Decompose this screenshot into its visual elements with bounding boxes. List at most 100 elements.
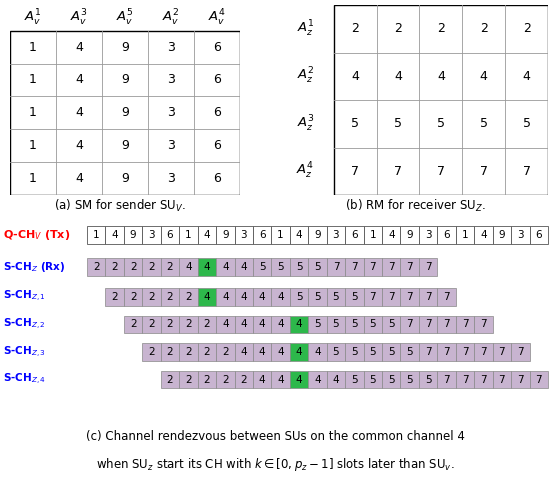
Text: 5: 5 [314, 292, 321, 302]
Text: when SU$_z$ start its CH with $k \in [0, p_z - 1]$ slots later than SU$_v$.: when SU$_z$ start its CH with $k \in [0,… [96, 456, 454, 473]
Bar [234, 343, 253, 361]
Text: 9: 9 [130, 230, 136, 240]
Bar [364, 288, 382, 306]
Bar [179, 226, 197, 244]
Bar [364, 258, 382, 276]
Text: 2: 2 [148, 319, 155, 329]
Text: $A_v^4$: $A_v^4$ [208, 8, 226, 28]
Text: 4: 4 [296, 375, 303, 384]
Bar [327, 343, 345, 361]
Text: 5: 5 [333, 292, 339, 302]
Text: 9: 9 [121, 41, 129, 54]
Bar [364, 226, 382, 244]
Text: 7: 7 [351, 165, 359, 178]
Text: 4: 4 [437, 70, 445, 83]
Text: 2: 2 [148, 347, 155, 357]
Text: 2: 2 [351, 22, 359, 35]
Bar [474, 226, 493, 244]
Bar [345, 288, 364, 306]
Text: 4: 4 [185, 262, 192, 272]
Text: 4: 4 [222, 262, 229, 272]
Bar [419, 288, 437, 306]
Bar [419, 258, 437, 276]
Text: 4: 4 [240, 347, 247, 357]
Bar [106, 288, 124, 306]
Text: S-CH$_{Z,4}$: S-CH$_{Z,4}$ [3, 372, 46, 387]
Text: 3: 3 [148, 230, 155, 240]
Text: 7: 7 [370, 292, 376, 302]
Text: 6: 6 [213, 139, 221, 152]
Text: 5: 5 [333, 347, 339, 357]
Bar [197, 288, 216, 306]
Bar [271, 288, 290, 306]
Text: 9: 9 [121, 172, 129, 185]
Text: 3: 3 [240, 230, 247, 240]
Text: $A_v^2$: $A_v^2$ [162, 8, 180, 28]
Bar [253, 258, 271, 276]
Text: 4: 4 [351, 70, 359, 83]
Bar [216, 288, 234, 306]
Text: 4: 4 [259, 319, 266, 329]
Bar [216, 343, 234, 361]
Bar [400, 288, 419, 306]
Text: 4: 4 [314, 375, 321, 384]
Bar [456, 316, 474, 333]
Text: 7: 7 [425, 262, 431, 272]
Text: 5: 5 [522, 117, 531, 130]
Text: 4: 4 [259, 347, 266, 357]
Text: 5: 5 [480, 117, 488, 130]
Bar [327, 258, 345, 276]
Text: 2: 2 [222, 347, 229, 357]
Text: 1: 1 [29, 74, 37, 86]
Text: 2: 2 [480, 22, 488, 35]
Bar [142, 316, 161, 333]
Text: 7: 7 [499, 347, 505, 357]
Text: 9: 9 [314, 230, 321, 240]
Text: 6: 6 [351, 230, 358, 240]
Text: $A_z^3$: $A_z^3$ [296, 114, 314, 134]
Text: 5: 5 [437, 117, 445, 130]
Bar [530, 226, 548, 244]
Text: 5: 5 [406, 375, 413, 384]
Bar [382, 371, 400, 388]
Text: 4: 4 [277, 292, 284, 302]
Text: 6: 6 [213, 41, 221, 54]
Text: 2: 2 [130, 262, 136, 272]
Bar [345, 226, 364, 244]
Text: 3: 3 [167, 41, 175, 54]
Bar [179, 288, 197, 306]
Bar [456, 343, 474, 361]
Bar [234, 288, 253, 306]
Text: 5: 5 [351, 347, 358, 357]
Text: 7: 7 [480, 375, 487, 384]
Text: 2: 2 [222, 375, 229, 384]
Text: 2: 2 [167, 319, 173, 329]
Text: 7: 7 [437, 165, 445, 178]
Bar [197, 258, 216, 276]
Text: $A_z^1$: $A_z^1$ [296, 19, 314, 39]
Text: 5: 5 [370, 347, 376, 357]
Bar [142, 226, 161, 244]
Bar [290, 226, 309, 244]
Bar [161, 288, 179, 306]
Bar [290, 371, 309, 388]
Text: 3: 3 [167, 172, 175, 185]
Bar [124, 288, 142, 306]
Text: 4: 4 [259, 375, 266, 384]
Text: 5: 5 [388, 375, 394, 384]
Text: 7: 7 [443, 319, 450, 329]
Text: 2: 2 [185, 347, 192, 357]
Bar [106, 226, 124, 244]
Text: 5: 5 [314, 319, 321, 329]
Bar [179, 371, 197, 388]
Bar [216, 226, 234, 244]
Text: 7: 7 [406, 262, 413, 272]
Bar [364, 316, 382, 333]
Text: 1: 1 [29, 107, 37, 119]
Text: 5: 5 [259, 262, 266, 272]
Bar [334, 5, 548, 195]
Text: 9: 9 [121, 139, 129, 152]
Bar [197, 316, 216, 333]
Bar [142, 288, 161, 306]
Bar [437, 316, 456, 333]
